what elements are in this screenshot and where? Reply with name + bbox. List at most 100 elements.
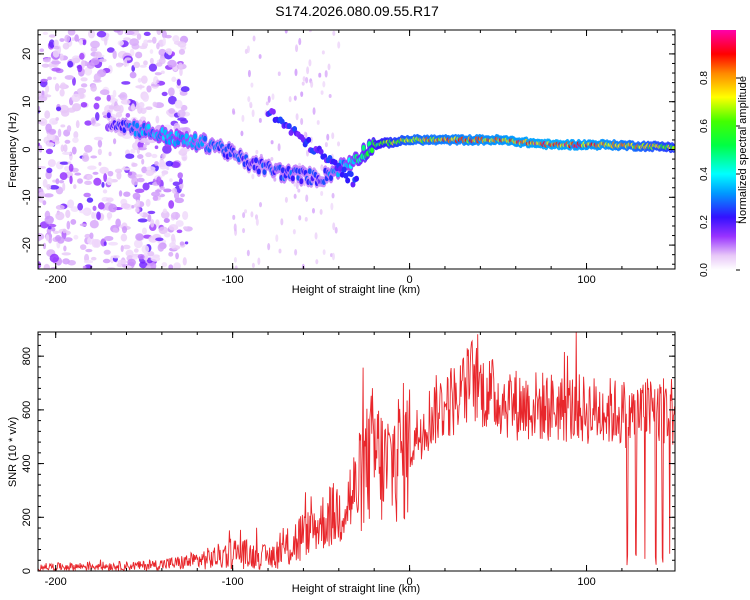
noise-blob — [147, 39, 153, 43]
noise-blob — [182, 156, 187, 161]
noise-blob — [321, 50, 325, 55]
noise-blob — [105, 197, 114, 203]
noise-blob — [155, 189, 162, 193]
ridge-point — [290, 175, 295, 182]
noise-blob — [169, 178, 173, 183]
noise-blob — [107, 170, 114, 177]
noise-blob — [143, 143, 147, 149]
snr-y-tick-label: 600 — [21, 401, 33, 419]
noise-blob — [163, 218, 170, 223]
noise-blob — [117, 40, 124, 46]
noise-blob — [97, 139, 103, 148]
noise-blob — [125, 249, 134, 257]
noise-blob — [127, 258, 136, 267]
noise-blob — [280, 218, 284, 226]
ridge-point — [256, 168, 261, 175]
ridge-point — [184, 133, 189, 140]
noise-blob — [121, 226, 128, 234]
ridge-branch-point — [350, 181, 356, 188]
noise-blob — [178, 178, 183, 185]
noise-blob — [108, 105, 115, 110]
noise-blob — [112, 89, 117, 98]
noise-blob — [51, 227, 56, 232]
noise-blob — [127, 171, 133, 176]
noise-blob — [170, 233, 176, 242]
noise-blob — [331, 192, 335, 199]
noise-blob — [177, 172, 184, 179]
noise-blob — [140, 75, 148, 84]
noise-blob — [80, 83, 88, 88]
noise-blob — [308, 59, 312, 67]
noise-blob — [265, 101, 269, 106]
noise-blob — [102, 258, 111, 264]
noise-blob — [125, 153, 135, 159]
colorbar-label: Normalized spectral amplitude — [737, 76, 749, 224]
noise-blob — [47, 226, 52, 230]
noise-blob — [90, 256, 97, 261]
noise-blob — [161, 91, 168, 97]
noise-blob — [142, 182, 150, 191]
noise-blob — [159, 157, 165, 167]
noise-blob — [55, 234, 62, 242]
noise-blob — [337, 141, 341, 147]
noise-blob — [76, 87, 87, 94]
noise-blob — [146, 85, 152, 93]
noise-blob — [295, 44, 299, 53]
noise-blob — [84, 180, 92, 186]
noise-blob — [137, 177, 145, 183]
noise-blob — [273, 177, 277, 182]
noise-blob — [55, 204, 65, 210]
noise-blob — [293, 95, 297, 101]
noise-blob — [259, 202, 263, 208]
noise-blob — [234, 265, 238, 269]
noise-blob — [97, 148, 102, 156]
noise-blob — [78, 39, 84, 46]
spectrogram-x-tick-label: -100 — [222, 274, 244, 286]
noise-blob — [108, 203, 118, 213]
noise-blob — [166, 166, 170, 171]
noise-blob — [233, 256, 237, 263]
noise-blob — [72, 57, 80, 64]
noise-blob — [54, 83, 60, 92]
noise-blob — [181, 126, 191, 134]
noise-blob — [139, 64, 147, 68]
noise-blob — [137, 141, 145, 149]
noise-blob — [84, 264, 93, 269]
noise-blob — [175, 252, 179, 260]
colorbar-tick-label: 0.4 — [699, 167, 710, 181]
noise-blob — [84, 66, 93, 76]
noise-blob — [90, 155, 98, 159]
noise-blob — [80, 59, 86, 69]
noise-blob — [137, 154, 144, 159]
noise-blob — [124, 57, 132, 61]
noise-blob — [67, 107, 76, 113]
noise-blob — [66, 220, 71, 230]
noise-blob — [277, 71, 281, 76]
noise-blob — [314, 232, 318, 240]
noise-blob — [316, 120, 320, 125]
noise-blob — [160, 210, 170, 219]
noise-blob — [141, 227, 147, 235]
snr-y-tick-label: 400 — [21, 454, 33, 472]
noise-blob — [44, 110, 51, 119]
noise-blob — [143, 31, 151, 36]
noise-blob — [64, 139, 71, 144]
noise-blob — [45, 123, 52, 133]
noise-blob — [48, 39, 55, 49]
noise-blob — [134, 207, 140, 213]
noise-blob — [250, 211, 254, 218]
noise-blob — [154, 72, 162, 76]
noise-blob — [294, 68, 298, 77]
noise-blob — [151, 83, 160, 87]
noise-blob — [96, 211, 101, 220]
noise-blob — [67, 199, 75, 209]
ridge-point — [262, 169, 267, 176]
noise-blob — [172, 187, 177, 194]
noise-blob — [156, 30, 162, 36]
noise-blob — [133, 248, 139, 253]
noise-blob — [43, 263, 51, 269]
noise-blob — [44, 94, 52, 98]
noise-blob — [73, 131, 79, 139]
noise-blob — [47, 159, 56, 168]
noise-blob — [332, 222, 336, 231]
